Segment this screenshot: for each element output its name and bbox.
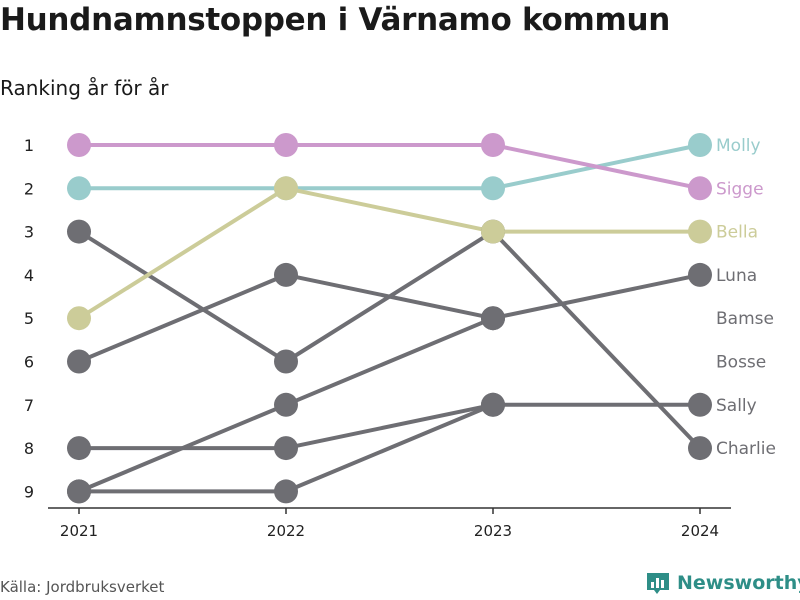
data-point-luna-2 [274, 262, 298, 287]
brand-logo[interactable]: Newsworthy [645, 570, 800, 596]
x-tick-label: 2021 [60, 522, 98, 540]
data-point-bella-3 [481, 219, 505, 244]
data-point-bella-4 [688, 219, 712, 244]
data-point-luna-1 [67, 349, 91, 374]
series-label-bosse: Bosse [716, 353, 766, 373]
data-point-bamse-3 [481, 306, 505, 331]
series-label-bella: Bella [716, 223, 758, 243]
chart-title: Hundnamnstoppen i Värnamo kommun [0, 2, 670, 38]
data-point-molly-3 [481, 176, 505, 201]
y-tick-label: 4 [24, 266, 34, 285]
data-point-sigge-3 [481, 133, 505, 157]
data-point-sally-2 [274, 436, 298, 461]
end-labels: Molly Sigge Bella Luna Bamse Bosse Sally Charli… [716, 136, 776, 459]
data-point-luna-4 [688, 262, 712, 287]
data-point-bosse-1 [67, 479, 91, 504]
series-label-molly: Molly [716, 136, 761, 156]
series-lines [77, 143, 702, 494]
data-point-sally-1 [67, 436, 91, 461]
y-tick-label: 6 [24, 353, 34, 372]
axes: 2021 2022 2023 2024 1 2 3 4 5 6 7 8 9 [24, 136, 731, 540]
data-point-sigge-2 [274, 133, 298, 157]
series-label-luna: Luna [716, 266, 757, 286]
data-point-molly-1 [67, 176, 91, 201]
data-point-charlie-2 [274, 349, 298, 374]
y-tick-label: 8 [24, 439, 34, 458]
y-tick-label: 7 [24, 396, 34, 415]
y-tick-label: 2 [24, 179, 34, 198]
y-tick-label: 1 [24, 136, 34, 155]
series-line-charlie [77, 229, 702, 451]
bar-chart-logo-icon [647, 573, 669, 594]
y-tick-label: 3 [24, 223, 34, 242]
x-tick-label: 2022 [267, 522, 305, 540]
series-label-sally: Sally [716, 396, 757, 416]
source-note: Källa: Jordbruksverket [0, 578, 165, 596]
data-point-bosse-2 [274, 479, 298, 504]
data-point-bella-2 [274, 176, 298, 201]
data-point-charlie-1 [67, 219, 91, 244]
x-tick-label: 2024 [681, 522, 719, 540]
chart-subtitle: Ranking år för år [0, 76, 169, 100]
y-tick-label: 5 [24, 309, 34, 328]
data-point-sigge-4 [688, 176, 712, 201]
data-point-sally-3 [481, 392, 505, 417]
series-line-bella [77, 186, 702, 321]
brand-name: Newsworthy [677, 572, 800, 594]
series-label-sigge: Sigge [716, 179, 764, 199]
y-tick-label: 9 [24, 482, 34, 501]
data-point-sigge-1 [67, 133, 91, 157]
x-tick-label: 2023 [474, 522, 512, 540]
series-label-bamse: Bamse [716, 309, 774, 329]
data-point-charlie-4 [688, 436, 712, 461]
data-point-sally-4 [688, 392, 712, 417]
series-line-sigge [77, 143, 702, 191]
data-point-molly-4 [688, 133, 712, 157]
data-point-bamse-2 [274, 392, 298, 417]
series-label-charlie: Charlie [716, 439, 776, 459]
series-points [67, 133, 712, 504]
series-line-molly [77, 143, 702, 191]
data-point-bella-1 [67, 306, 91, 331]
series-line-sally [77, 402, 702, 451]
